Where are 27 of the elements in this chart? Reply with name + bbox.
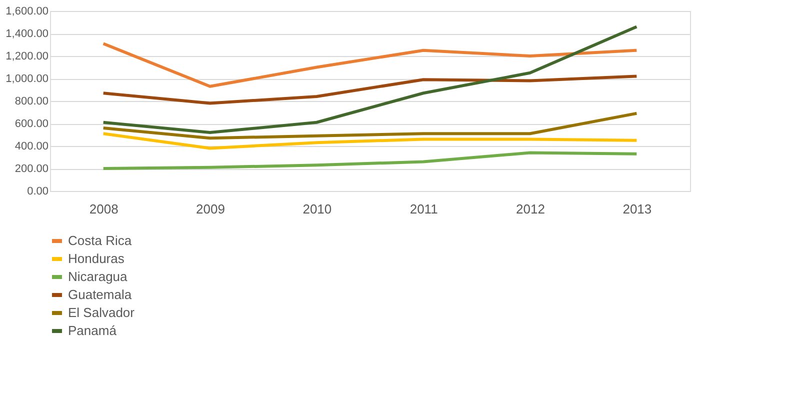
- line-series: [102, 112, 638, 140]
- line-series: [102, 25, 638, 134]
- y-tick-label: 1,400.00: [6, 28, 48, 40]
- legend-label: Panamá: [68, 323, 118, 338]
- legend-label: Costa Rica: [68, 233, 132, 248]
- legend-label: El Salvador: [68, 305, 136, 320]
- legend-label: Guatemala: [68, 287, 132, 302]
- x-tick-label: 2011: [410, 202, 438, 216]
- y-tick-label: 1,600.00: [6, 6, 48, 18]
- y-tick-label: 1,200.00: [6, 50, 48, 62]
- legend-label: Honduras: [68, 251, 125, 266]
- x-tick-label: 2013: [622, 202, 652, 216]
- line-series: [102, 132, 638, 150]
- x-tick-label: 2010: [302, 202, 332, 216]
- x-tick-label: 2009: [196, 202, 225, 216]
- legend-label: Nicaragua: [68, 269, 128, 284]
- x-tick-label: 2012: [516, 202, 545, 216]
- x-tick-label: 2008: [89, 202, 118, 216]
- line-series: [102, 151, 638, 170]
- y-tick-label: 200.00: [14, 163, 48, 175]
- line-series: [102, 74, 638, 105]
- y-tick-label: 400.00: [14, 140, 48, 152]
- y-tick-label: 800.00: [14, 96, 48, 108]
- y-tick-label: 1,000.00: [6, 73, 48, 85]
- line-series: [102, 42, 638, 88]
- y-tick-label: 0.00: [27, 186, 48, 198]
- y-tick-label: 600.00: [14, 118, 48, 130]
